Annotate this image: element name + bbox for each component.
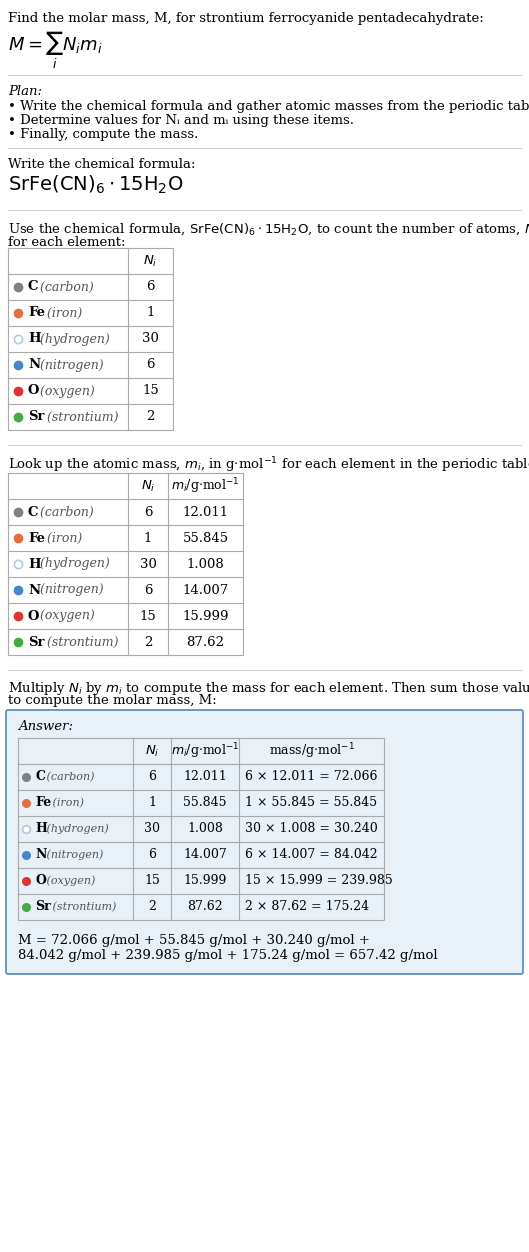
Text: (oxygen): (oxygen) bbox=[37, 384, 95, 397]
Text: (oxygen): (oxygen) bbox=[37, 610, 95, 622]
Text: C: C bbox=[35, 770, 45, 784]
Text: • Finally, compute the mass.: • Finally, compute the mass. bbox=[8, 128, 198, 141]
Text: Sr: Sr bbox=[28, 411, 44, 423]
Bar bbox=[8, 248, 173, 429]
Text: N: N bbox=[35, 849, 47, 861]
Text: Plan:: Plan: bbox=[8, 85, 42, 98]
Text: H: H bbox=[28, 333, 41, 346]
Text: 15.999: 15.999 bbox=[184, 874, 227, 888]
Text: 30: 30 bbox=[144, 823, 160, 835]
Text: 15: 15 bbox=[142, 384, 159, 397]
Text: N: N bbox=[28, 358, 40, 372]
Text: Fe: Fe bbox=[28, 532, 45, 545]
Text: (strontium): (strontium) bbox=[43, 636, 118, 649]
Text: O: O bbox=[35, 874, 46, 888]
Text: Use the chemical formula, $\mathrm{SrFe(CN)_6 \cdot 15H_2O}$, to count the numbe: Use the chemical formula, $\mathrm{SrFe(… bbox=[8, 222, 529, 238]
Text: Fe: Fe bbox=[35, 796, 51, 810]
Text: 1: 1 bbox=[147, 307, 154, 319]
Text: (carbon): (carbon) bbox=[37, 280, 94, 293]
Text: M = 72.066 g/mol + 55.845 g/mol + 30.240 g/mol +: M = 72.066 g/mol + 55.845 g/mol + 30.240… bbox=[18, 934, 370, 947]
Text: C: C bbox=[28, 506, 39, 518]
Text: O: O bbox=[28, 384, 40, 397]
Text: 15: 15 bbox=[140, 610, 157, 622]
Text: 6: 6 bbox=[146, 280, 155, 293]
Text: 2 × 87.62 = 175.24: 2 × 87.62 = 175.24 bbox=[245, 900, 369, 914]
Text: (iron): (iron) bbox=[43, 532, 82, 545]
Text: • Write the chemical formula and gather atomic masses from the periodic table.: • Write the chemical formula and gather … bbox=[8, 100, 529, 113]
Text: 6: 6 bbox=[144, 506, 152, 518]
Text: 6: 6 bbox=[148, 770, 156, 784]
Text: 1.008: 1.008 bbox=[187, 557, 224, 571]
Text: Fe: Fe bbox=[28, 307, 45, 319]
Text: Multiply $N_i$ by $m_i$ to compute the mass for each element. Then sum those val: Multiply $N_i$ by $m_i$ to compute the m… bbox=[8, 680, 529, 697]
Text: (strontium): (strontium) bbox=[49, 901, 116, 913]
Text: Look up the atomic mass, $m_i$, in g$\cdot$mol$^{-1}$ for each element in the pe: Look up the atomic mass, $m_i$, in g$\cd… bbox=[8, 454, 529, 475]
Text: (carbon): (carbon) bbox=[37, 506, 94, 518]
Text: 6 × 14.007 = 84.042: 6 × 14.007 = 84.042 bbox=[245, 849, 378, 861]
Text: C: C bbox=[28, 280, 39, 293]
Text: 2: 2 bbox=[147, 411, 154, 423]
Text: Sr: Sr bbox=[35, 900, 51, 914]
Text: H: H bbox=[28, 557, 41, 571]
Text: (hydrogen): (hydrogen) bbox=[37, 333, 110, 346]
Text: $N_i$: $N_i$ bbox=[141, 478, 155, 493]
Text: 1: 1 bbox=[144, 532, 152, 545]
Text: 30 × 1.008 = 30.240: 30 × 1.008 = 30.240 bbox=[245, 823, 378, 835]
Text: 12.011: 12.011 bbox=[183, 506, 229, 518]
Text: 2: 2 bbox=[144, 636, 152, 649]
Text: Write the chemical formula:: Write the chemical formula: bbox=[8, 158, 196, 172]
Bar bbox=[8, 473, 243, 655]
Text: $M = \sum_i N_i m_i$: $M = \sum_i N_i m_i$ bbox=[8, 30, 103, 71]
Text: (nitrogen): (nitrogen) bbox=[37, 583, 104, 596]
Text: N: N bbox=[28, 583, 40, 596]
Text: 6: 6 bbox=[144, 583, 152, 596]
Text: to compute the molar mass, M:: to compute the molar mass, M: bbox=[8, 694, 217, 707]
Text: 6: 6 bbox=[148, 849, 156, 861]
Text: $N_i$: $N_i$ bbox=[145, 744, 159, 759]
Text: 6 × 12.011 = 72.066: 6 × 12.011 = 72.066 bbox=[245, 770, 378, 784]
Text: 1.008: 1.008 bbox=[187, 823, 223, 835]
Text: 2: 2 bbox=[148, 900, 156, 914]
Text: (hydrogen): (hydrogen) bbox=[37, 557, 110, 571]
Text: (hydrogen): (hydrogen) bbox=[43, 824, 109, 834]
Text: mass/g$\cdot$mol$^{-1}$: mass/g$\cdot$mol$^{-1}$ bbox=[269, 741, 354, 761]
Text: 87.62: 87.62 bbox=[187, 636, 224, 649]
Text: $\mathrm{SrFe(CN)_6 \cdot 15H_2O}$: $\mathrm{SrFe(CN)_6 \cdot 15H_2O}$ bbox=[8, 174, 184, 197]
Text: 15 × 15.999 = 239.985: 15 × 15.999 = 239.985 bbox=[245, 874, 393, 888]
Text: $N_i$: $N_i$ bbox=[143, 253, 158, 268]
Text: 1 × 55.845 = 55.845: 1 × 55.845 = 55.845 bbox=[245, 796, 377, 810]
Bar bbox=[18, 737, 384, 920]
Text: for each element:: for each element: bbox=[8, 235, 125, 249]
Text: 15.999: 15.999 bbox=[183, 610, 229, 622]
Text: • Determine values for Nᵢ and mᵢ using these items.: • Determine values for Nᵢ and mᵢ using t… bbox=[8, 114, 354, 126]
Text: $m_i$/g$\cdot$mol$^{-1}$: $m_i$/g$\cdot$mol$^{-1}$ bbox=[171, 741, 239, 761]
Text: 15: 15 bbox=[144, 874, 160, 888]
Text: 1: 1 bbox=[148, 796, 156, 810]
Text: 14.007: 14.007 bbox=[183, 849, 227, 861]
Text: (strontium): (strontium) bbox=[43, 411, 118, 423]
Text: H: H bbox=[35, 823, 47, 835]
Text: 6: 6 bbox=[146, 358, 155, 372]
Text: (iron): (iron) bbox=[49, 798, 84, 808]
Text: (oxygen): (oxygen) bbox=[43, 875, 95, 886]
Text: $m_i$/g$\cdot$mol$^{-1}$: $m_i$/g$\cdot$mol$^{-1}$ bbox=[171, 476, 240, 496]
Text: 30: 30 bbox=[140, 557, 157, 571]
Text: Answer:: Answer: bbox=[18, 720, 73, 732]
Text: (nitrogen): (nitrogen) bbox=[43, 850, 103, 860]
Text: 12.011: 12.011 bbox=[183, 770, 227, 784]
Text: 55.845: 55.845 bbox=[183, 532, 229, 545]
FancyBboxPatch shape bbox=[6, 710, 523, 974]
Text: Sr: Sr bbox=[28, 636, 44, 649]
Text: O: O bbox=[28, 610, 40, 622]
Text: 14.007: 14.007 bbox=[183, 583, 229, 596]
Text: (nitrogen): (nitrogen) bbox=[37, 358, 104, 372]
Text: Find the molar mass, M, for strontium ferrocyanide pentadecahydrate:: Find the molar mass, M, for strontium fe… bbox=[8, 13, 484, 25]
Text: 30: 30 bbox=[142, 333, 159, 346]
Text: 55.845: 55.845 bbox=[183, 796, 227, 810]
Text: 84.042 g/mol + 239.985 g/mol + 175.24 g/mol = 657.42 g/mol: 84.042 g/mol + 239.985 g/mol + 175.24 g/… bbox=[18, 949, 437, 962]
Text: 87.62: 87.62 bbox=[187, 900, 223, 914]
Text: (iron): (iron) bbox=[43, 307, 82, 319]
Text: (carbon): (carbon) bbox=[43, 771, 95, 782]
